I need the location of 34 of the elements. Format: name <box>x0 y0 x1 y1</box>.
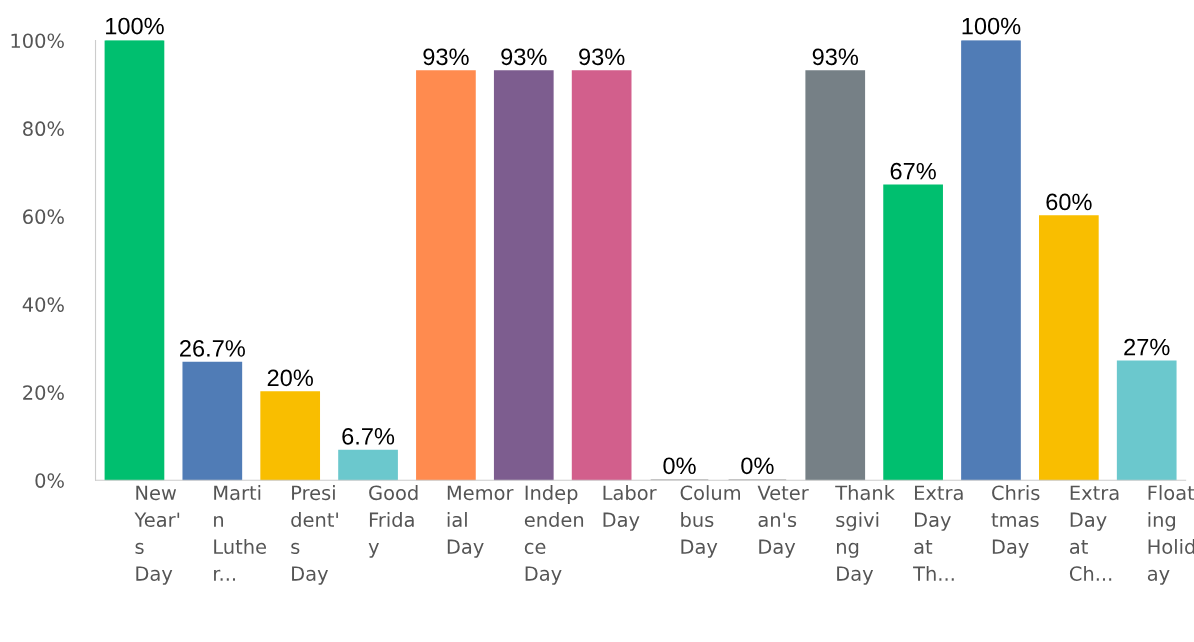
y-tick-label: 60% <box>23 209 64 225</box>
data-label: 60% <box>1046 193 1092 211</box>
data-label: 67% <box>890 162 936 180</box>
x-tick-label: Labor Day <box>603 485 657 531</box>
data-label: 100% <box>106 17 164 35</box>
data-label: 20% <box>267 369 313 387</box>
y-tick-label: 20% <box>23 385 64 400</box>
data-label: 6.7% <box>342 427 395 445</box>
data-label: 93% <box>812 48 859 66</box>
data-label: 0% <box>741 457 774 475</box>
x-tick-label: Colum bus Day <box>680 485 740 558</box>
x-tick-label: New Year' s Day <box>134 485 180 585</box>
x-tick-label: Memor ial Day <box>447 485 514 558</box>
data-label: 93% <box>501 48 547 66</box>
y-tick-label: 100% <box>11 33 64 49</box>
x-tick-label: Extra Day at Ch... <box>1069 485 1119 581</box>
x-tick-label: Extra Day at Th... <box>913 485 963 581</box>
x-tick-label: Float ing Holid ay <box>1147 485 1194 585</box>
data-label: 0% <box>663 457 696 475</box>
data-label: 93% <box>423 48 469 66</box>
x-tick-label: Thank sgivi ng Day <box>835 485 895 585</box>
data-label: 27% <box>1124 338 1170 356</box>
x-tick-label: Presi dent' s Day <box>291 485 338 585</box>
y-tick-label: 0% <box>35 473 64 488</box>
x-tick-label: Marti n Luthe r... <box>214 485 267 581</box>
data-label: 93% <box>579 48 625 66</box>
data-label: 100% <box>962 17 1021 35</box>
x-tick-label: Indep enden ce Day <box>524 485 584 585</box>
y-tick-label: 80% <box>23 121 64 137</box>
x-tick-label: Good Frida y <box>368 485 418 558</box>
data-label: 26.7% <box>180 340 245 357</box>
y-tick-label: 40% <box>22 297 64 312</box>
x-tick-label: Veter an's Day <box>757 485 809 558</box>
x-tick-label: Chris tmas Day <box>991 485 1040 558</box>
